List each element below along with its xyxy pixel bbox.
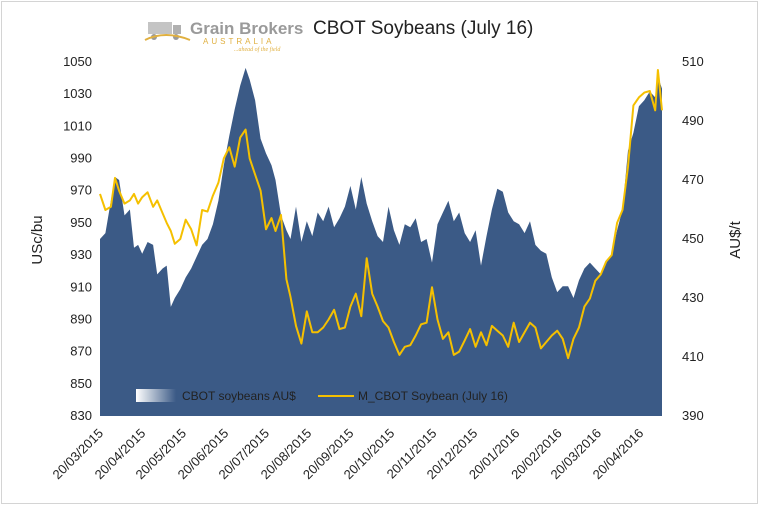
left-tick-label: 950 [70,215,92,230]
right-axis-title: AU$/t [727,220,744,258]
left-axis-title: USc/bu [29,215,46,264]
logo-tagline: ...ahead of the field [234,46,281,53]
line-layer [99,69,663,360]
left-tick-label: 970 [70,183,92,198]
logo-sub: AUSTRALIA [203,37,274,46]
left-tick-label: 830 [70,408,92,423]
chart-title: CBOT Soybeans (July 16) [313,18,533,39]
line-series-july16 [99,69,663,360]
left-tick-label: 1050 [63,54,92,69]
right-tick-label: 490 [682,113,704,128]
logo-name: Grain Brokers [190,19,303,38]
area-series-cbot-aud [100,67,662,417]
legend-area-label: CBOT soybeans AU$ [182,389,296,403]
right-tick-label: 410 [682,349,704,364]
legend-area-swatch [136,389,176,402]
right-tick-label: 450 [682,231,704,246]
left-tick-label: 990 [70,151,92,166]
left-tick-label: 870 [70,344,92,359]
left-tick-labels: 830 850 870 890 910 930 950 970 990 1010 1030 1050 [63,54,92,423]
left-tick-label: 890 [70,312,92,327]
left-tick-label: 930 [70,247,92,262]
right-tick-label: 430 [682,290,704,305]
left-tick-label: 1030 [63,86,92,101]
x-tick-labels: 20/03/201520/04/201520/05/201520/06/2015… [49,426,646,483]
left-tick-label: 850 [70,376,92,391]
left-tick-label: 910 [70,279,92,294]
right-tick-label: 470 [682,172,704,187]
left-tick-label: 1010 [63,118,92,133]
grain-brokers-logo: Grain Brokers AUSTRALIA ...ahead of the … [144,19,303,53]
legend-line-label: M_CBOT Soybean (July 16) [358,389,508,403]
right-tick-label: 510 [682,54,704,69]
area-layer [100,67,662,417]
right-tick-label: 390 [682,408,704,423]
right-tick-labels: 390 410 430 450 470 490 510 [682,54,704,423]
legend: CBOT soybeans AU$ M_CBOT Soybean (July 1… [136,389,508,403]
truck-icon [144,22,191,41]
